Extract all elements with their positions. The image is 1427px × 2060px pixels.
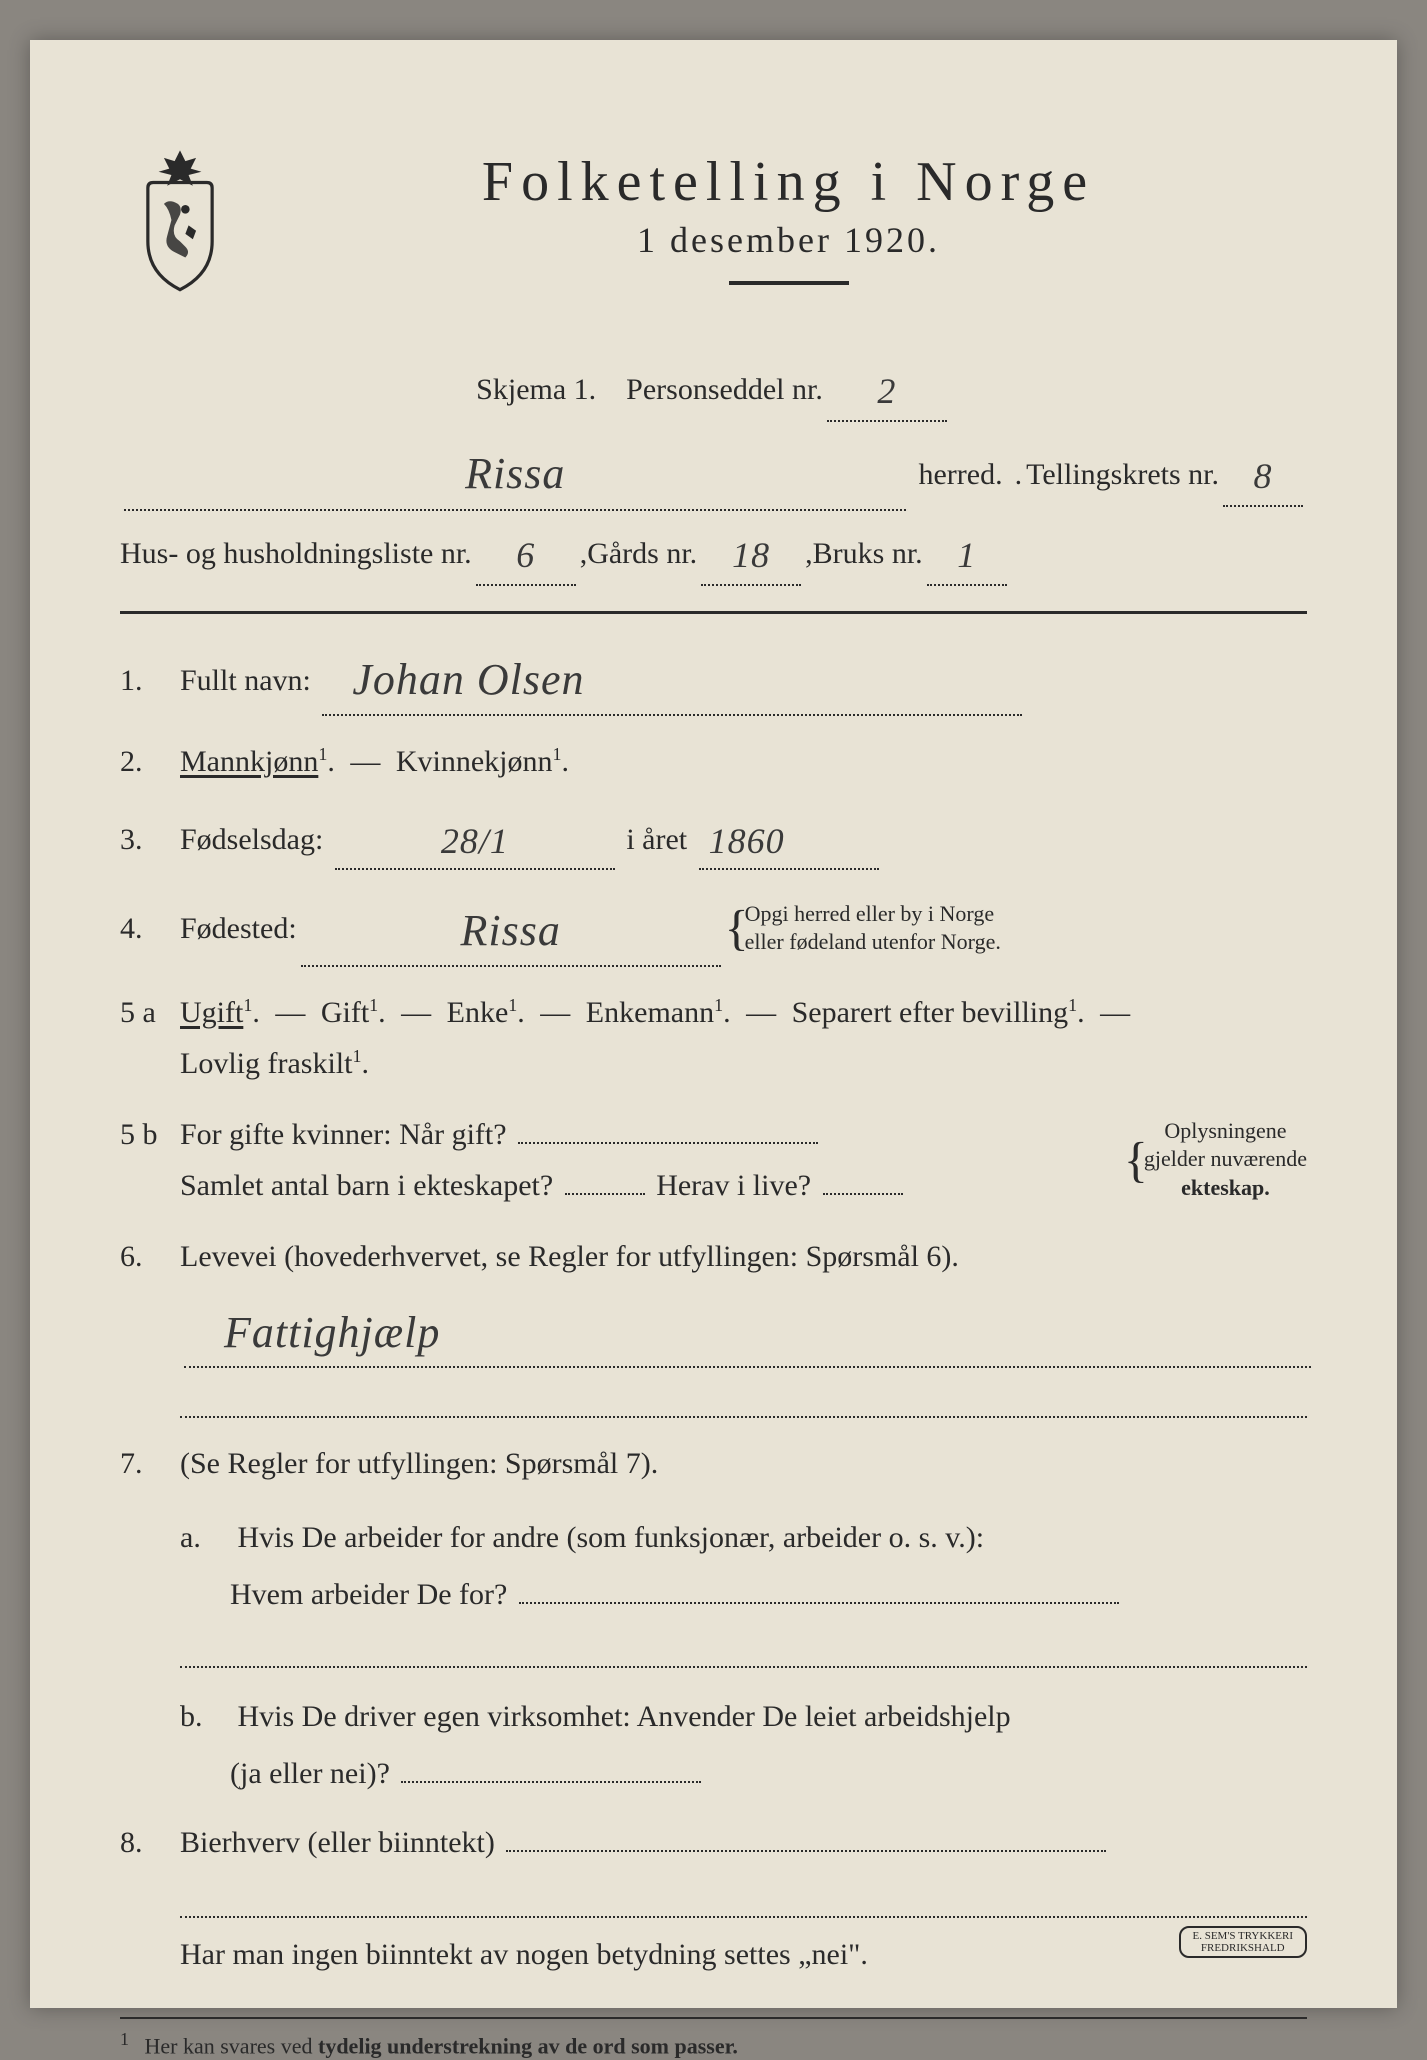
q1-num: 1.	[120, 655, 180, 706]
q6-extra-line	[180, 1388, 1307, 1418]
q5a-separert: Separert efter bevilling	[792, 996, 1069, 1029]
main-title: Folketelling i Norge	[270, 150, 1307, 214]
q3-num: 3.	[120, 814, 180, 865]
question-7b: b. Hvis De driver egen virksomhet: Anven…	[180, 1688, 1307, 1802]
bruks-label: Bruks nr.	[813, 527, 923, 581]
bruks-value: 1	[957, 535, 976, 575]
q5b-num: 5 b	[120, 1109, 180, 1160]
q3-label: Fødselsdag:	[180, 823, 323, 856]
gards-value: 18	[732, 535, 770, 575]
footnote-text-bold: tydelig understrekning av de ord som pas…	[318, 2034, 738, 2059]
skjema-label: Skjema 1.	[476, 363, 596, 417]
question-7: 7. (Se Regler for utfyllingen: Spørsmål …	[120, 1438, 1307, 1489]
gards-label: Gårds nr.	[587, 527, 697, 581]
personseddel-label: Personseddel nr.	[626, 363, 823, 417]
q8-label: Bierhverv (eller biinntekt)	[180, 1826, 495, 1859]
question-7a: a. Hvis De arbeider for andre (som funks…	[180, 1509, 1307, 1623]
tellingskrets-label: Tellingskrets nr.	[1026, 448, 1219, 502]
q3-day-value: 28/1	[441, 821, 509, 861]
section-divider-1	[120, 611, 1307, 614]
footnote-num: 1	[120, 2029, 129, 2049]
q4-value: Rissa	[460, 906, 560, 955]
q7-num: 7.	[120, 1438, 180, 1489]
title-divider	[729, 281, 849, 285]
question-4: 4. Fødested: Rissa Opgi herred eller by …	[120, 890, 1307, 967]
question-6: 6. Levevei (hovederhvervet, se Regler fo…	[120, 1231, 1307, 1369]
q3-year-label: i året	[626, 823, 687, 856]
subtitle: 1 desember 1920.	[270, 219, 1307, 261]
q2-mann: Mannkjønn	[180, 745, 318, 778]
q4-num: 4.	[120, 903, 180, 954]
q7b-text2: (ja eller nei)?	[230, 1757, 390, 1790]
question-5b: 5 b For gifte kvinner: Når gift? Samlet …	[120, 1109, 1307, 1211]
q5b-label1: For gifte kvinner: Når gift?	[180, 1118, 507, 1151]
footnote-text-pre: Her kan svares ved	[145, 2034, 319, 2059]
q1-label: Fullt navn:	[180, 664, 311, 697]
question-5a: 5 a Ugift1. — Gift1. — Enke1. — Enkemann…	[120, 987, 1307, 1089]
question-8: 8. Bierhverv (eller biinntekt)	[120, 1817, 1307, 1868]
q8-extra-line	[180, 1888, 1307, 1918]
q7b-letter: b.	[180, 1688, 230, 1745]
husliste-value: 6	[516, 535, 535, 575]
q6-num: 6.	[120, 1231, 180, 1282]
q6-value: Fattighjælp	[224, 1308, 440, 1357]
herred-value: Rissa	[465, 449, 565, 498]
q7a-extra-line	[180, 1638, 1307, 1668]
skjema-line: Skjema 1. Personseddel nr. 2	[120, 355, 1307, 422]
question-1: 1. Fullt navn: Johan Olsen	[120, 639, 1307, 716]
personseddel-value: 2	[877, 371, 896, 411]
q5b-label2: Samlet antal barn i ekteskapet?	[180, 1169, 553, 1202]
q2-kvinne: Kvinnekjønn	[396, 745, 553, 778]
husliste-line: Hus- og husholdningsliste nr. 6 , Gårds …	[120, 519, 1307, 586]
q3-year-value: 1860	[709, 821, 785, 861]
q7b-text1: Hvis De driver egen virksomhet: Anvender…	[238, 1700, 1011, 1733]
page-header: Folketelling i Norge 1 desember 1920.	[120, 140, 1307, 325]
husliste-label: Hus- og husholdningsliste nr.	[120, 527, 472, 581]
q5a-enke: Enke	[447, 996, 509, 1029]
q1-value: Johan Olsen	[352, 655, 584, 704]
q2-num: 2.	[120, 736, 180, 787]
q5a-gift: Gift	[321, 996, 369, 1029]
q5b-note: Oplysningene gjelder nuværende ekteskap.	[1124, 1117, 1307, 1203]
q5a-num: 5 a	[120, 987, 180, 1038]
footnote-divider	[120, 2017, 1307, 2019]
q4-label: Fødested:	[180, 903, 297, 954]
q7-label: (Se Regler for utfyllingen: Spørsmål 7).	[180, 1447, 658, 1480]
footnote: 1 Her kan svares ved tydelig understrekn…	[120, 2002, 1307, 2059]
q7a-letter: a.	[180, 1509, 230, 1566]
question-2: 2. Mannkjønn1. — Kvinnekjønn1.	[120, 736, 1307, 787]
q5a-enkemann: Enkemann	[586, 996, 714, 1029]
q5a-fraskilt: Lovlig fraskilt	[180, 1047, 352, 1080]
herred-label: herred.	[918, 448, 1002, 502]
q5b-label3: Herav i live?	[656, 1169, 811, 1202]
q5a-ugift: Ugift	[180, 996, 243, 1029]
census-form-page: Folketelling i Norge 1 desember 1920. Sk…	[30, 40, 1397, 2008]
q8-num: 8.	[120, 1817, 180, 1868]
printer-stamp: E. SEM'S TRYKKERI FREDRIKSHALD	[1179, 1926, 1308, 1958]
q4-note: Opgi herred eller by i Norge eller fødel…	[725, 900, 1001, 957]
q7a-text1: Hvis De arbeider for andre (som funksjon…	[238, 1521, 985, 1554]
q7a-text2: Hvem arbeider De for?	[230, 1578, 507, 1611]
q8-note: Har man ingen biinntekt av nogen betydni…	[180, 1938, 1307, 1972]
title-block: Folketelling i Norge 1 desember 1920.	[270, 140, 1307, 325]
q6-label: Levevei (hovederhvervet, se Regler for u…	[180, 1240, 959, 1273]
herred-line: Rissa herred. . Tellingskrets nr. 8	[120, 430, 1307, 511]
question-3: 3. Fødselsdag: 28/1 i året 1860	[120, 807, 1307, 870]
tellingskrets-value: 8	[1254, 456, 1273, 496]
coat-of-arms-icon	[120, 140, 240, 300]
